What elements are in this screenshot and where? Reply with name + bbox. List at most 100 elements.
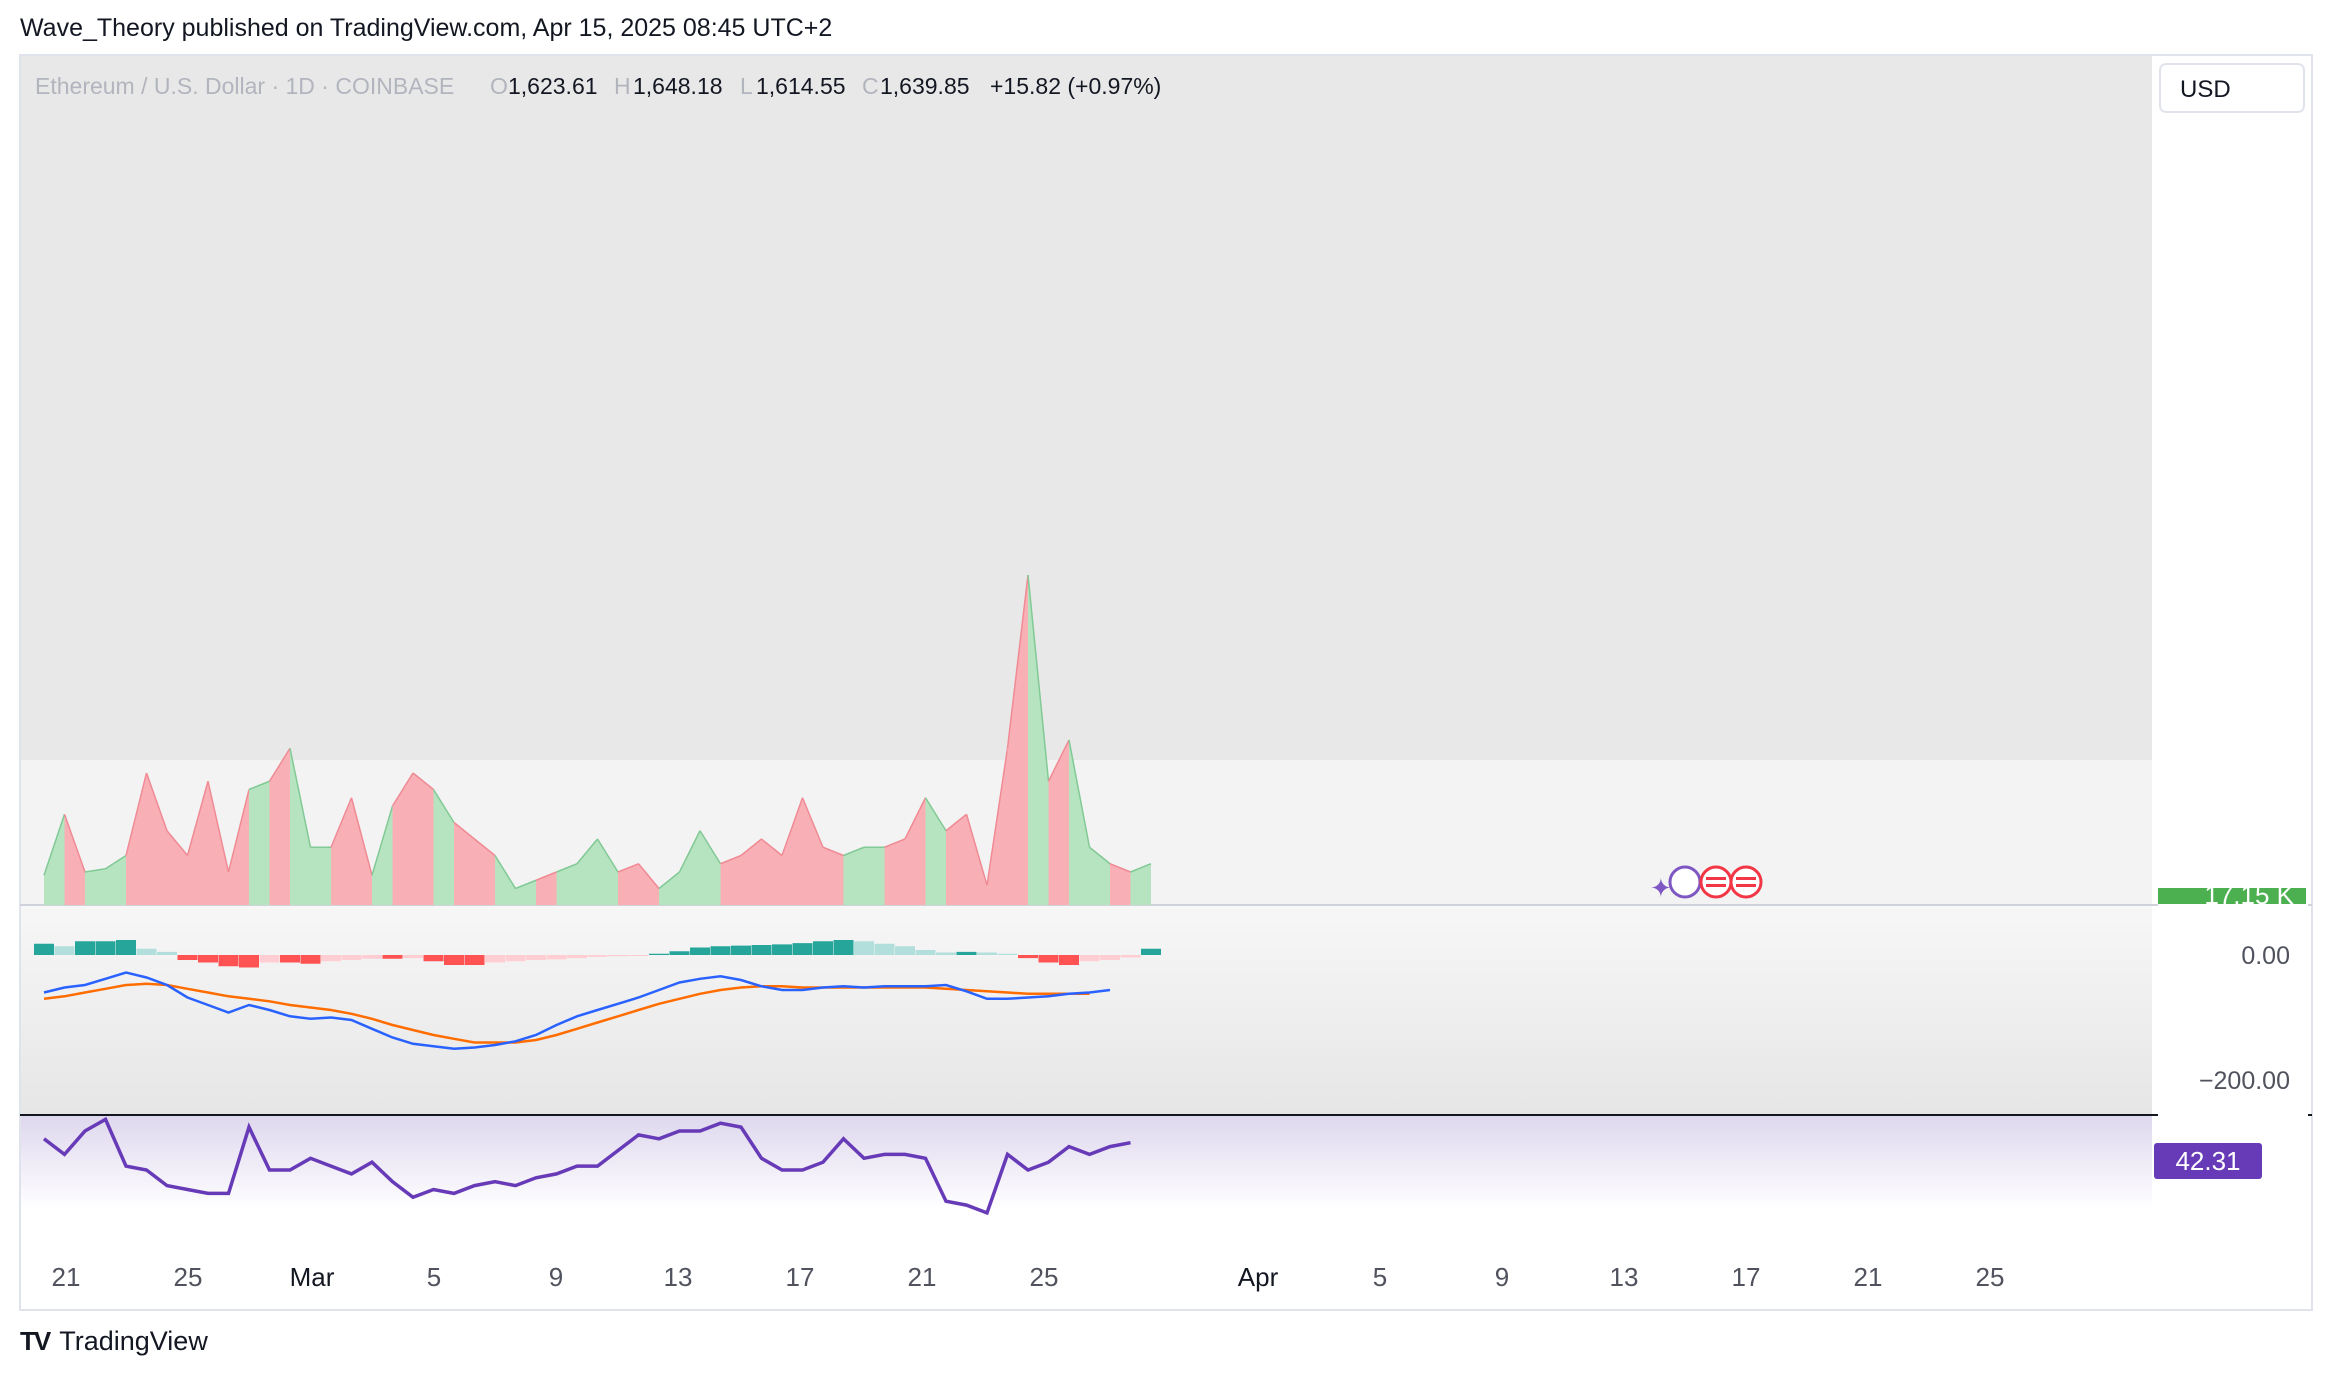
volume-area-edge (1068, 739, 1091, 848)
ohlc-low-label: L (740, 73, 753, 99)
macd-histogram-bar (690, 947, 710, 955)
volume-area-edge (289, 748, 312, 848)
x-axis-tick-label: 25 (174, 1262, 203, 1292)
rsi-value-bg (2154, 1143, 2262, 1179)
macd-histogram-bar (300, 955, 321, 964)
volume-area-segment (823, 847, 844, 905)
volume-area-segment (946, 814, 967, 905)
macd-histogram-bar (54, 946, 75, 955)
macd-histogram-bar (95, 941, 116, 955)
volume-area-edge (965, 814, 988, 886)
macd-histogram-bar (198, 955, 218, 963)
macd-histogram-bar (136, 948, 157, 955)
volume-area-edge (699, 830, 722, 865)
ohlc-close-label: C (862, 73, 879, 99)
x-axis-tick-label: Apr (1238, 1262, 1279, 1292)
volume-area-segment (331, 797, 352, 905)
volume-area-edge (453, 821, 475, 840)
us-flag-icon[interactable] (1699, 865, 1733, 899)
plot-background (20, 55, 2152, 760)
volume-area-edge (474, 838, 496, 857)
volume-area-edge (1130, 863, 1152, 873)
volume-area-edge (186, 781, 209, 856)
volume-area-edge (781, 797, 804, 856)
volume-area-segment (1007, 575, 1028, 905)
volume-area-edge (576, 838, 599, 865)
volume-area-segment (884, 839, 905, 905)
macd-histogram-bar (813, 941, 833, 955)
volume-area-segment (864, 847, 885, 905)
volume-area-segment (454, 822, 475, 905)
tradingview-footer: TV TradingView (20, 1326, 208, 1357)
volume-area-edge (1047, 739, 1070, 782)
volume-area-segment (290, 748, 311, 905)
ohlc-open-label: O (490, 73, 508, 99)
volume-area-segment (720, 855, 741, 905)
lightning-event-icon[interactable] (1668, 865, 1702, 899)
volume-area-segment (679, 830, 700, 905)
event-icons[interactable]: ✦ (1650, 865, 1763, 903)
macd-histogram-bar (526, 955, 546, 960)
volume-label: 17.15 K (2204, 880, 2294, 910)
macd-histogram-bar (792, 943, 813, 955)
publisher-line: Wave_Theory published on TradingView.com… (20, 14, 833, 42)
volume-area-segment (843, 847, 864, 905)
volume-area-edge (843, 846, 865, 857)
rsi-line (42, 1116, 1131, 1216)
x-axis-tick-label: 5 (427, 1262, 441, 1292)
volume-area-segment (249, 781, 270, 905)
macd-histogram-bar (239, 955, 259, 968)
volume-area-edge (884, 838, 906, 848)
macd-histogram-bar (895, 946, 915, 955)
volume-area-edge (432, 789, 455, 823)
rsi-band (20, 1115, 2152, 1210)
currency-box (2159, 63, 2305, 113)
macd-histogram-bar (710, 946, 731, 955)
x-axis-tick-label: 13 (1610, 1262, 1639, 1292)
volume-area-edge (1006, 574, 1029, 749)
volume-area-segment (700, 830, 721, 905)
macd-histogram-bar (259, 955, 280, 963)
macd-histogram-bar (177, 955, 198, 960)
volume-area-edge (678, 830, 701, 873)
macd-histogram-bar (587, 955, 608, 957)
volume-area-edge (207, 781, 230, 873)
volume-area-edge (720, 854, 742, 865)
us-flag-stripe (1706, 884, 1726, 887)
volume-area-edge (227, 789, 250, 873)
x-axis-tick-label: 9 (549, 1262, 563, 1292)
macd-histogram-bar (567, 955, 587, 959)
macd-histogram-bar (423, 955, 444, 962)
volume-area-edge (924, 797, 947, 832)
volume-area-segment (495, 855, 516, 905)
macd-histogram-bar (464, 955, 485, 965)
tradingview-logo-icon: TV (20, 1326, 51, 1356)
date-axis (20, 1245, 2312, 1310)
volume-area-edge (986, 748, 1009, 886)
volume-area-segment (1048, 740, 1069, 905)
macd-histogram-bar (1018, 955, 1038, 959)
macd-histogram-bar (1141, 948, 1161, 955)
volume-area-edge (330, 797, 353, 848)
volume-area-segment (85, 868, 106, 905)
sparkle-icon[interactable]: ✦ (1650, 873, 1672, 903)
volume-area-segment (146, 773, 167, 905)
volume-area-segment (966, 814, 987, 905)
us-flag-icon[interactable] (1729, 865, 1763, 899)
macd-histogram-bar (1038, 955, 1059, 963)
volume-area-edge (125, 772, 148, 856)
macd-line (43, 971, 1111, 1051)
macd-histogram-bar (854, 941, 874, 955)
macd-lower-label: −200.00 (2199, 1067, 2290, 1095)
macd-histogram-bar (915, 950, 936, 955)
macd-histogram-bar (341, 955, 362, 960)
us-flag-stripe (1706, 877, 1726, 880)
volume-area-segment (1028, 575, 1049, 905)
legend-row: Ethereum / U.S. Dollar · 1D · COINBASE O… (35, 73, 1161, 99)
volume-area-segment (187, 781, 208, 905)
symbol-description: Ethereum / U.S. Dollar · 1D · COINBASE (35, 73, 454, 99)
volume-area-edge (63, 813, 86, 873)
volume-area-edge (1109, 863, 1131, 873)
macd-histogram-bar (997, 953, 1018, 955)
